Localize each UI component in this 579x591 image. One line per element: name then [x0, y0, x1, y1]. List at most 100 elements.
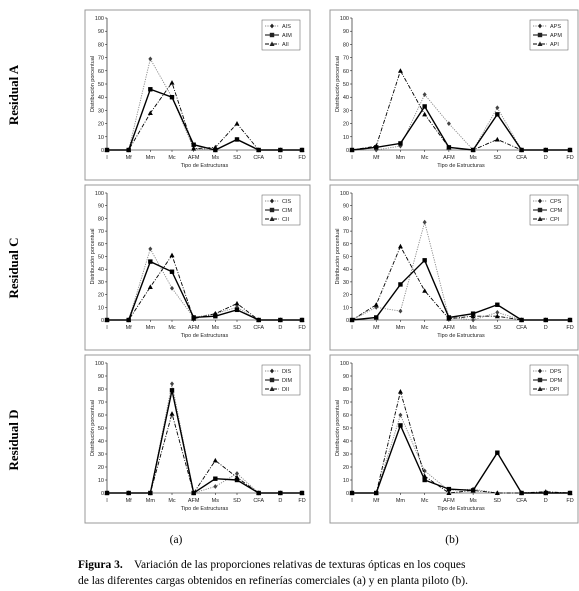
- marker: [446, 486, 452, 492]
- marker: [422, 473, 428, 479]
- legend-label: DIM: [282, 378, 293, 384]
- marker: [470, 313, 476, 319]
- chart: 0 10 20 30 40 50 60 70 80 90 100 I Mf Mm Mc AFM Ms SD CFA D…: [84, 9, 311, 181]
- series-line: [351, 69, 570, 151]
- legend-label: CPM: [550, 208, 563, 214]
- chart: 0 10 20 30 40 50 60 70 80 90 100 I Mf Mm Mc AFM Ms SD CFA D…: [84, 184, 311, 351]
- marker: [169, 252, 175, 258]
- y-tick-label: 10: [98, 478, 104, 484]
- marker: [191, 146, 197, 151]
- chart: 0 10 20 30 40 50 60 70 80 90 100 I Mf Mm Mc AFM Ms SD CFA D…: [329, 9, 579, 181]
- marker: [299, 490, 305, 495]
- y-tick-label: 80: [98, 42, 104, 48]
- x-tick-label: CFA: [253, 155, 264, 161]
- marker: [543, 489, 549, 494]
- marker: [495, 302, 500, 307]
- y-tick-label: 70: [343, 229, 349, 235]
- legend-label: API: [550, 42, 559, 48]
- y-tick-label: 0: [101, 491, 104, 497]
- marker: [169, 95, 175, 100]
- legend-label: CPI: [550, 217, 560, 223]
- x-tick-label: Mf: [126, 155, 133, 161]
- panel-frame: [329, 9, 579, 181]
- marker: [398, 423, 403, 428]
- x-tick-label: CFA: [253, 498, 264, 504]
- marker: [422, 288, 428, 293]
- marker: [422, 104, 427, 109]
- y-tick-label: 50: [343, 255, 349, 261]
- x-tick-label: AFM: [443, 498, 455, 504]
- panel-frame: [84, 184, 311, 351]
- marker: [538, 368, 542, 374]
- y-tick-label: 70: [98, 400, 104, 406]
- x-tick-label: D: [544, 325, 548, 331]
- marker: [422, 219, 427, 225]
- marker: [422, 92, 427, 97]
- marker: [397, 389, 403, 394]
- marker: [191, 490, 197, 495]
- marker: [470, 487, 476, 493]
- y-tick-label: 50: [343, 426, 349, 432]
- y-tick-label: 0: [346, 148, 349, 154]
- marker: [191, 316, 197, 321]
- y-tick-label: 100: [340, 361, 349, 367]
- marker: [519, 147, 525, 152]
- marker: [270, 368, 274, 374]
- marker: [398, 412, 403, 418]
- marker: [519, 317, 525, 322]
- marker: [543, 147, 549, 152]
- x-tick-label: FD: [298, 498, 305, 504]
- marker: [212, 144, 218, 150]
- x-axis-label: Tipo de Estructuras: [181, 163, 229, 169]
- x-tick-label: Ms: [212, 155, 220, 161]
- marker: [398, 282, 403, 287]
- y-tick-label: 90: [343, 29, 349, 35]
- x-tick-label: FD: [298, 325, 305, 331]
- series-line: [107, 81, 302, 151]
- y-tick-label: 50: [98, 82, 104, 88]
- y-tick-label: 90: [343, 204, 349, 210]
- y-axis-label: Distribución porcentual: [90, 400, 96, 456]
- marker: [170, 381, 174, 387]
- marker: [234, 477, 240, 483]
- x-tick-label: I: [351, 325, 353, 331]
- panel-frame: [329, 184, 579, 351]
- x-tick-label: Mm: [146, 155, 156, 161]
- x-tick-label: Mf: [373, 498, 380, 504]
- x-tick-label: CFA: [516, 498, 527, 504]
- x-tick-label: FD: [298, 155, 305, 161]
- marker: [538, 23, 542, 29]
- y-tick-label: 0: [101, 318, 104, 324]
- row-label: Residual A: [6, 64, 21, 125]
- marker: [234, 121, 240, 126]
- marker: [567, 317, 573, 322]
- x-tick-label: Mm: [146, 498, 156, 504]
- marker: [398, 308, 403, 314]
- y-tick-label: 100: [340, 191, 349, 197]
- marker: [446, 316, 452, 321]
- caption-line: Variación de las proporciones relativas …: [134, 559, 466, 571]
- marker: [277, 147, 283, 152]
- y-tick-label: 10: [343, 478, 349, 484]
- marker: [471, 317, 476, 323]
- marker: [537, 207, 543, 213]
- series-line: [107, 390, 302, 495]
- x-tick-label: SD: [233, 155, 241, 161]
- x-tick-label: SD: [494, 155, 502, 161]
- x-axis-label: Tipo de Estructuras: [437, 333, 485, 339]
- x-tick-label: Mf: [373, 325, 380, 331]
- chart: 0 10 20 30 40 50 60 70 80 90 100 I Mf Mm Mc AFM Ms SD CFA D…: [84, 354, 311, 524]
- legend-label: AIS: [282, 24, 291, 30]
- marker: [349, 147, 355, 152]
- marker: [270, 23, 274, 29]
- y-tick-label: 80: [343, 216, 349, 222]
- marker: [422, 477, 427, 483]
- series-line: [352, 93, 570, 151]
- legend-label: CPS: [550, 199, 562, 205]
- x-axis-label: Tipo de Estructuras: [437, 163, 485, 169]
- marker: [126, 317, 132, 322]
- y-tick-label: 30: [343, 452, 349, 458]
- y-axis-label: Distribución porcentual: [335, 400, 341, 456]
- marker: [495, 105, 500, 111]
- panel-frame: [84, 354, 311, 524]
